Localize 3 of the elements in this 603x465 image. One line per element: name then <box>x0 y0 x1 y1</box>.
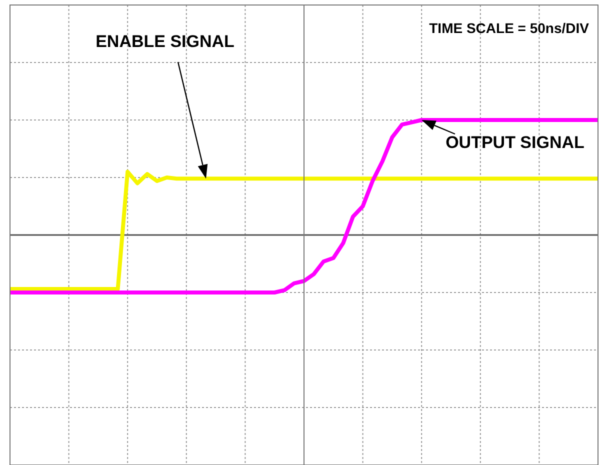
text: ENABLE SIGNAL <box>96 32 234 51</box>
text: TIME SCALE = 50ns/DIV <box>429 20 590 36</box>
series-label: OUTPUT SIGNAL <box>446 133 584 152</box>
